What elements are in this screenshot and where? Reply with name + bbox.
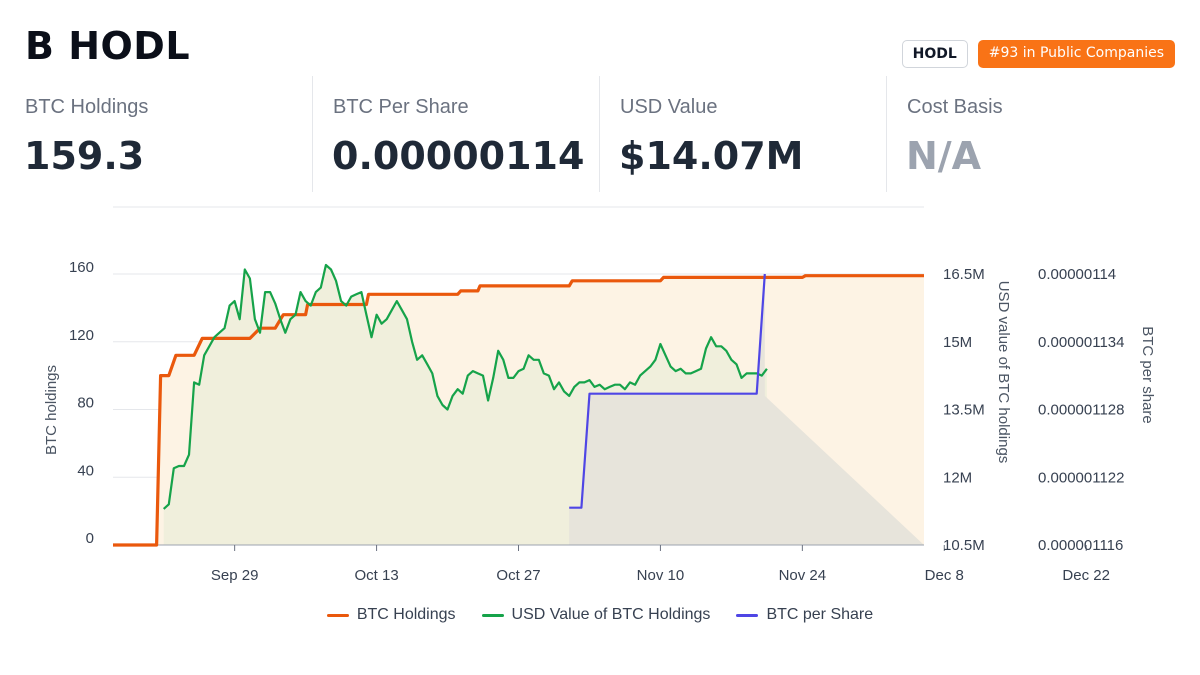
- x-tick-label: Dec 22: [1062, 567, 1110, 584]
- y-right2-tick-label: 0.00000114: [1038, 266, 1116, 283]
- stat-label: BTC Holdings: [25, 96, 149, 118]
- stat-value: 0.00000114: [332, 134, 585, 178]
- y-right2-axis-title: BTC per share: [1139, 326, 1156, 424]
- btc-holdings-chart: Sep 29 Oct 13 Oct 27 Nov 10 Nov 24 Dec 8 Dec 2…: [43, 206, 1156, 584]
- stat-label: Cost Basis: [907, 96, 1003, 118]
- usd-value-line: [162, 263, 768, 510]
- y-left-tick-label: 120: [69, 327, 94, 344]
- y-right1-tick-label: 13.5M: [943, 402, 985, 419]
- stat-value: 159.3: [24, 134, 145, 178]
- legend-label: BTC Holdings: [356, 606, 456, 623]
- stat-value: $14.07M: [619, 134, 804, 178]
- y-right2-tick-label: 0.000001116: [1038, 537, 1123, 554]
- y-left-tick-label: 0: [86, 530, 94, 547]
- x-tick-label: Nov 10: [637, 567, 685, 584]
- x-tick-label: Oct 27: [496, 567, 540, 584]
- y-right1-tick-label: 16.5M: [943, 266, 985, 283]
- stat-usd-value: USD Value $14.07M: [595, 76, 887, 192]
- y-right1-axis-title: USD value of BTC holdings: [995, 281, 1012, 464]
- y-right2-tick-label: 0.000001122: [1038, 469, 1124, 486]
- legend-swatch-usd-value: [481, 613, 504, 617]
- y-right2-tick-label: 0.000001128: [1038, 402, 1124, 419]
- legend-item-holdings[interactable]: BTC Holdings: [326, 606, 456, 624]
- stats-row: BTC Holdings 159.3 BTC Per Share 0.00000…: [0, 76, 1200, 192]
- legend-item-per-share[interactable]: BTC per Share: [736, 606, 873, 624]
- x-tick-label: Dec 8: [925, 567, 964, 584]
- header-badges: HODL #93 in Public Companies: [901, 40, 1175, 68]
- legend-label: USD Value of BTC Holdings: [511, 606, 711, 623]
- rank-badge[interactable]: #93 in Public Companies: [977, 40, 1175, 68]
- x-tick-label: Nov 24: [779, 567, 827, 584]
- legend-swatch-holdings: [326, 613, 349, 617]
- chart-legend: BTC Holdings USD Value of BTC Holdings B…: [0, 606, 1200, 624]
- btc-per-share-line: [569, 273, 766, 509]
- ticker-badge[interactable]: HODL: [901, 40, 968, 68]
- y-right2-tick-label: 0.000001134: [1038, 334, 1124, 351]
- stat-cost-basis: Cost Basis N/A: [882, 76, 1182, 192]
- btc-holdings-line: [113, 274, 924, 547]
- stat-value: N/A: [906, 134, 982, 178]
- stat-divider: [312, 76, 313, 192]
- x-tick-label: Oct 13: [354, 567, 398, 584]
- y-left-tick-label: 160: [69, 259, 94, 276]
- y-right1-tick-label: 15M: [943, 334, 972, 351]
- stat-divider: [886, 76, 887, 192]
- stat-btc-holdings: BTC Holdings 159.3: [0, 76, 312, 192]
- stat-btc-per-share: BTC Per Share 0.00000114: [308, 76, 600, 192]
- x-tick-label: Sep 29: [211, 567, 259, 584]
- legend-label: BTC per Share: [766, 606, 874, 623]
- btc-per-share-area: [569, 274, 924, 545]
- y-left-tick-label: 80: [77, 395, 94, 412]
- stat-label: USD Value: [620, 96, 718, 118]
- y-left-axis-title: BTC holdings: [43, 365, 60, 455]
- stat-divider: [599, 76, 600, 192]
- y-right1-tick-label: 12M: [943, 469, 972, 486]
- page-title: B HODL: [25, 24, 191, 68]
- y-right1-tick-label: 10.5M: [943, 537, 985, 554]
- legend-item-usd-value[interactable]: USD Value of BTC Holdings: [481, 606, 711, 624]
- stat-label: BTC Per Share: [333, 96, 469, 118]
- y-left-tick-label: 40: [77, 462, 94, 479]
- legend-swatch-per-share: [736, 613, 759, 617]
